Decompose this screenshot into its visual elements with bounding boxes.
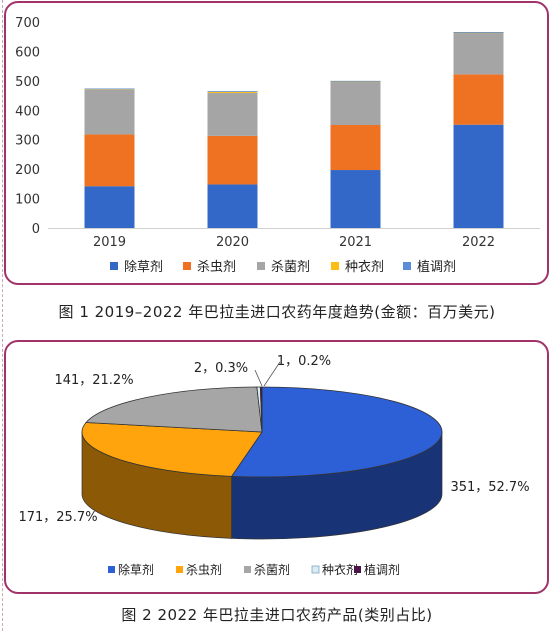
left-dashed-guide bbox=[2, 0, 3, 631]
bar-segment bbox=[207, 135, 258, 185]
pie-slice bbox=[230, 386, 443, 478]
legend-swatch bbox=[311, 565, 320, 574]
y-tick-label: 500 bbox=[15, 75, 40, 90]
y-tick-label: 0 bbox=[32, 222, 40, 237]
legend-label: 杀菌剂 bbox=[254, 562, 290, 577]
legend-label: 除草剂 bbox=[118, 562, 154, 577]
legend-swatch bbox=[183, 262, 191, 270]
bar-segment bbox=[453, 32, 504, 33]
legend-label: 植调剂 bbox=[364, 562, 400, 577]
data-label: 171，25.7% bbox=[18, 510, 97, 525]
data-label: 2，0.3% bbox=[194, 361, 248, 376]
y-tick-label: 100 bbox=[15, 193, 40, 208]
bar-segment bbox=[330, 82, 381, 125]
legend-label: 种衣剂 bbox=[345, 259, 384, 275]
pie-slice bbox=[259, 386, 263, 433]
figure-2-caption: 图 2 2022 年巴拉圭进口农药产品(类别占比) bbox=[121, 606, 433, 624]
x-tick-label: 2022 bbox=[462, 235, 495, 250]
pie-chart-3d: 351，52.7% 171，25.7% 141，21.2% 2，0.3% 1，0.2% 除… bbox=[18, 354, 529, 577]
legend-label: 种衣剂 bbox=[322, 562, 358, 577]
legend-swatch bbox=[108, 566, 115, 573]
pie-slice bbox=[81, 422, 263, 477]
bar-segment bbox=[84, 134, 135, 187]
y-tick-label: 600 bbox=[15, 45, 40, 60]
y-tick-label: 400 bbox=[15, 104, 40, 119]
legend-label: 杀虫剂 bbox=[186, 562, 222, 577]
x-tick-label: 2020 bbox=[216, 235, 249, 250]
bar-segment bbox=[330, 80, 381, 82]
legend-swatch bbox=[244, 566, 251, 573]
legend-swatch bbox=[354, 566, 361, 573]
legend-swatch bbox=[403, 262, 411, 270]
bar-segment bbox=[84, 89, 135, 135]
bar-segment bbox=[207, 92, 258, 136]
y-tick-label: 300 bbox=[15, 134, 40, 149]
y-tick-label: 200 bbox=[15, 163, 40, 178]
pie-slice bbox=[85, 386, 263, 433]
legend-swatch bbox=[331, 262, 339, 270]
bar-segment bbox=[207, 184, 258, 228]
figure-1-caption: 图 1 2019–2022 年巴拉圭进口农药年度趋势(金额：百万美元) bbox=[58, 303, 496, 321]
legend-swatch bbox=[110, 262, 118, 270]
bar-segment bbox=[84, 88, 135, 90]
bar-segment bbox=[330, 170, 381, 228]
leader-line bbox=[254, 369, 263, 387]
data-label: 1，0.2% bbox=[277, 354, 331, 369]
data-label: 351，52.7% bbox=[450, 480, 529, 495]
legend-label: 除草剂 bbox=[124, 260, 163, 275]
bar-segment bbox=[453, 124, 504, 228]
x-tick-label: 2019 bbox=[93, 235, 126, 250]
bar-segment bbox=[84, 186, 135, 228]
bar-segment bbox=[453, 32, 504, 75]
stacked-bar-chart: 0 100 200 300 400 500 600 700 2019 2020 2021 2022 除草… bbox=[15, 16, 540, 275]
legend-swatch bbox=[176, 566, 183, 573]
x-tick-label: 2021 bbox=[339, 235, 372, 250]
y-tick-label: 700 bbox=[15, 16, 40, 31]
data-label: 141，21.2% bbox=[54, 373, 133, 388]
bar-segment bbox=[207, 91, 258, 93]
leader-line bbox=[263, 361, 281, 387]
bar-segment bbox=[330, 125, 381, 171]
legend-label: 杀菌剂 bbox=[271, 260, 310, 275]
legend-swatch bbox=[257, 262, 265, 270]
bar-segment bbox=[207, 91, 258, 92]
legend-label: 植调剂 bbox=[417, 260, 456, 275]
legend-label: 杀虫剂 bbox=[197, 260, 236, 275]
bar-segment bbox=[453, 74, 504, 125]
